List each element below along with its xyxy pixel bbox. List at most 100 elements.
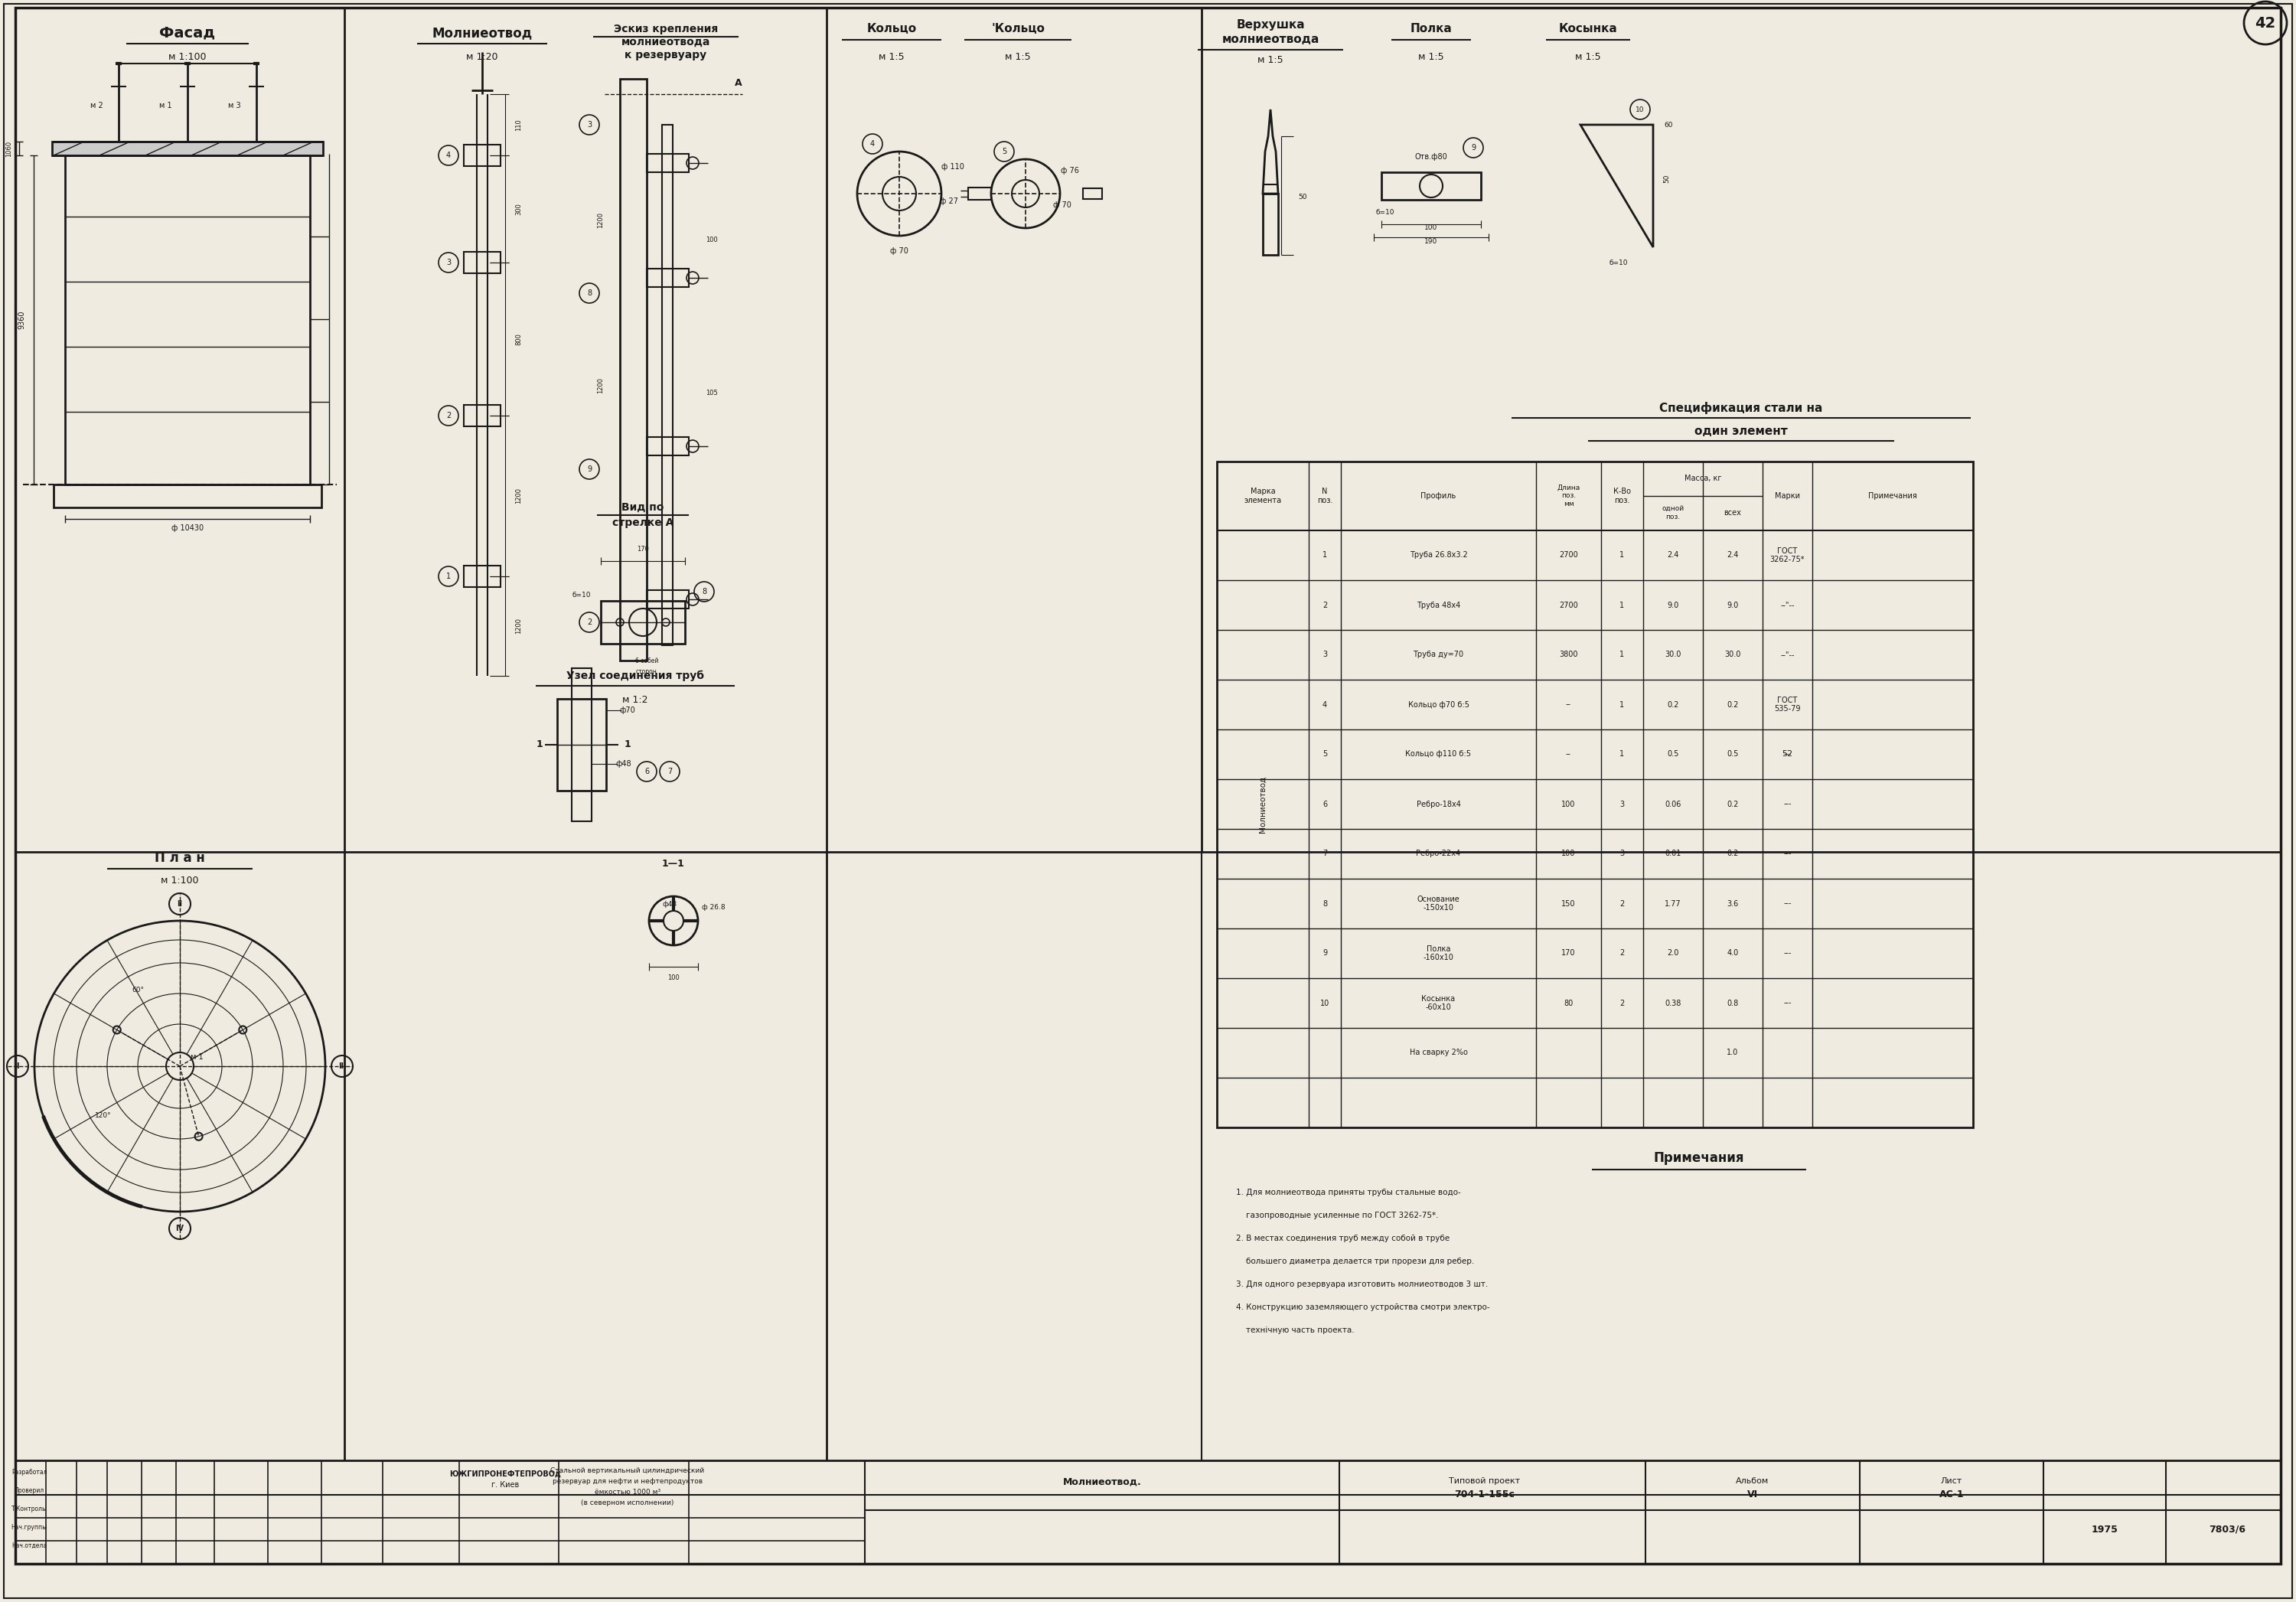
Text: Верхушка: Верхушка	[1235, 19, 1304, 30]
Text: 2: 2	[1619, 1000, 1626, 1008]
Text: 9: 9	[588, 465, 592, 473]
Text: ГОСТ
3262-75*: ГОСТ 3262-75*	[1770, 546, 1805, 564]
Text: 9.0: 9.0	[1727, 601, 1738, 609]
Text: 60°: 60°	[131, 987, 145, 993]
Text: 7: 7	[1322, 851, 1327, 857]
Text: Профиль: Профиль	[1421, 492, 1456, 500]
Text: 52: 52	[1782, 750, 1793, 758]
Text: 170: 170	[1561, 950, 1575, 956]
Text: 1: 1	[445, 572, 450, 580]
Bar	[464, 144, 501, 167]
Text: Спецификация стали на: Спецификация стали на	[1660, 402, 1823, 413]
Bar	[64, 155, 310, 484]
Text: Проверил: Проверил	[14, 1487, 44, 1493]
Text: 1200: 1200	[597, 213, 604, 229]
Text: ёмкостью 1000 м³: ёмкостью 1000 м³	[595, 1488, 661, 1495]
Text: 6 собей: 6 собей	[636, 657, 659, 663]
Text: 1: 1	[1619, 551, 1626, 559]
Text: 4. Конструкцию заземляющего устройства смотри электро-: 4. Конструкцию заземляющего устройства с…	[1235, 1304, 1490, 1310]
Text: 4: 4	[1322, 700, 1327, 708]
Text: молниеотвода: молниеотвода	[622, 37, 709, 48]
Text: N
поз.: N поз.	[1318, 487, 1332, 505]
Text: Молниеотвод: Молниеотвод	[432, 26, 533, 40]
Text: 0.2: 0.2	[1727, 851, 1738, 857]
Text: б=10: б=10	[572, 593, 590, 599]
Text: Марки: Марки	[1775, 492, 1800, 500]
Text: 'Кольцо: 'Кольцо	[992, 24, 1045, 35]
Text: 30.0: 30.0	[1665, 650, 1681, 658]
Text: ф 70: ф 70	[891, 247, 909, 255]
Text: 2.4: 2.4	[1727, 551, 1738, 559]
Text: сторон: сторон	[636, 668, 657, 674]
Text: м 1:100: м 1:100	[161, 876, 200, 886]
Text: Нач.отдела: Нач.отдела	[11, 1541, 46, 1549]
Text: 3: 3	[1322, 650, 1327, 658]
Text: резервуар для нефти и нефтепродуктов: резервуар для нефти и нефтепродуктов	[553, 1477, 703, 1485]
Text: м 1:5: м 1:5	[1006, 53, 1031, 62]
Text: ЮЖГИПРОНЕФТЕПРОВОд: ЮЖГИПРОНЕФТЕПРОВОд	[450, 1469, 560, 1477]
Text: 10: 10	[1320, 1000, 1329, 1008]
Text: Основание
-150х10: Основание -150х10	[1417, 896, 1460, 912]
Text: 1.77: 1.77	[1665, 900, 1681, 907]
Text: 0.5: 0.5	[1667, 750, 1678, 758]
Text: ---: ---	[1784, 801, 1791, 807]
Text: К-Во
поз.: К-Во поз.	[1614, 487, 1630, 505]
Text: Узел соединения труб: Узел соединения труб	[567, 670, 705, 681]
Text: ф 76: ф 76	[1061, 167, 1079, 175]
Text: ф48: ф48	[615, 759, 631, 767]
Bar	[53, 484, 321, 508]
Text: АС-1: АС-1	[1940, 1490, 1963, 1499]
Bar	[558, 698, 606, 791]
Text: всех: всех	[1724, 509, 1740, 517]
Text: к резервуару: к резервуару	[625, 50, 707, 61]
Text: 100: 100	[668, 974, 680, 982]
Text: ф 27: ф 27	[939, 197, 957, 205]
Text: 8: 8	[703, 588, 707, 596]
Bar	[1217, 461, 1972, 1128]
Text: м 1:2: м 1:2	[622, 695, 647, 705]
Text: Труба 48х4: Труба 48х4	[1417, 601, 1460, 609]
Text: 704-1-155с: 704-1-155с	[1456, 1490, 1515, 1499]
Text: технічную часть проекта.: технічную часть проекта.	[1235, 1326, 1355, 1334]
Text: м 2: м 2	[90, 103, 103, 109]
Text: ---: ---	[1784, 750, 1791, 758]
Text: 1: 1	[1619, 601, 1626, 609]
Text: 2.0: 2.0	[1667, 950, 1678, 956]
Text: м 1: м 1	[191, 1053, 202, 1061]
Text: Длина
поз.
мм: Длина поз. мм	[1557, 484, 1580, 508]
Text: Нач.группы: Нач.группы	[11, 1524, 48, 1530]
Text: --"--: --"--	[1779, 601, 1795, 609]
Text: 30.0: 30.0	[1724, 650, 1740, 658]
Text: 2: 2	[1322, 601, 1327, 609]
Text: м 3: м 3	[227, 103, 241, 109]
Text: На сварку 2%о: На сварку 2%о	[1410, 1049, 1467, 1057]
Text: II: II	[177, 900, 184, 908]
Text: 3800: 3800	[1559, 650, 1577, 658]
Text: --"--: --"--	[1779, 650, 1795, 658]
Text: Т.Контроль: Т.Контроль	[11, 1506, 46, 1512]
Text: 3. Для одного резервуара изготовить молниеотводов 3 шт.: 3. Для одного резервуара изготовить молн…	[1235, 1280, 1488, 1288]
Text: м 1:100: м 1:100	[168, 53, 207, 62]
Text: б=10: б=10	[1375, 210, 1394, 216]
Text: 0.2: 0.2	[1727, 700, 1738, 708]
Text: 120°: 120°	[94, 1112, 113, 1120]
Bar	[661, 125, 673, 646]
Text: 7: 7	[668, 767, 673, 775]
Text: Ребро-18х4: Ребро-18х4	[1417, 801, 1460, 807]
Text: 4: 4	[445, 152, 450, 159]
Text: 1.0: 1.0	[1727, 1049, 1738, 1057]
Text: Альбом: Альбом	[1736, 1477, 1770, 1485]
Text: 10: 10	[1635, 106, 1644, 112]
Text: ф 10430: ф 10430	[172, 524, 204, 532]
Text: стрелке А: стрелке А	[613, 517, 673, 529]
Bar	[464, 252, 501, 274]
Text: 300: 300	[514, 203, 521, 215]
Text: Разработал: Разработал	[11, 1469, 46, 1475]
Text: Фасад: Фасад	[158, 26, 216, 40]
Text: 100: 100	[705, 235, 719, 244]
Text: 2: 2	[445, 412, 450, 420]
Text: III: III	[338, 1062, 347, 1070]
Text: IV: IV	[174, 1224, 184, 1232]
Text: Типовой проект: Типовой проект	[1449, 1477, 1520, 1485]
Text: м 1:5: м 1:5	[1419, 53, 1444, 62]
